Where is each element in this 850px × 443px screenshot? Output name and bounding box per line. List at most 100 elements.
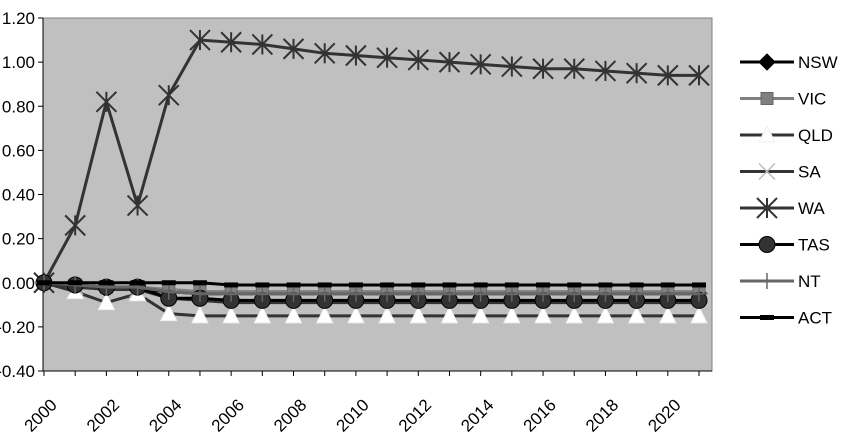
data-point-wa (95, 91, 118, 113)
data-point-act (567, 282, 582, 288)
x-tick-label: 2018 (582, 395, 622, 435)
data-point-nt (691, 285, 707, 302)
legend-label: TAS (798, 236, 830, 255)
x-tick-label: 2002 (83, 395, 123, 435)
legend-item-tas: TAS (740, 236, 830, 255)
data-point-qld (596, 305, 615, 324)
legend-marker-sa (758, 162, 776, 181)
y-tick-label: 1.00 (2, 53, 35, 72)
data-point-act (629, 282, 644, 288)
data-point-nt (566, 285, 583, 302)
legend-item-nt: NT (740, 272, 821, 291)
data-point-qld (471, 305, 490, 324)
x-axis: 2000 2002 2004 2006 2008 2010 2012 2014 2016 2018… (21, 370, 712, 436)
data-point-act (411, 282, 426, 288)
data-point-act (473, 282, 488, 288)
y-tick-label: 0.40 (2, 186, 35, 205)
legend-marker-wa (756, 197, 778, 219)
series-line-act (44, 281, 699, 287)
legend-item-qld: QLD (740, 124, 833, 145)
data-point-wa (126, 194, 149, 217)
data-point-act (380, 282, 395, 288)
data-point-nt (410, 285, 427, 302)
y-tick-label: 0.80 (2, 97, 35, 116)
data-point-wa (251, 33, 274, 56)
x-tick-label: 2008 (270, 395, 310, 435)
legend-item-vic: VIC (740, 90, 826, 109)
data-point-nt (597, 285, 614, 302)
data-point-act (99, 280, 114, 286)
data-point-qld (253, 305, 272, 324)
data-point-wa (532, 58, 554, 80)
data-point-act (442, 282, 457, 288)
legend-marker-vic (760, 92, 774, 105)
data-point-act (255, 282, 270, 288)
data-point-wa (376, 47, 398, 69)
data-point-wa (688, 64, 710, 87)
legend: NSW VIC QLD SA WA TAS NT ACT (740, 53, 838, 328)
data-point-wa (469, 53, 492, 76)
y-tick-label: 1.20 (2, 9, 35, 28)
data-point-act (192, 280, 207, 286)
data-point-wa (657, 64, 679, 87)
data-point-act (660, 282, 675, 288)
data-point-wa (563, 58, 585, 80)
data-point-act (348, 282, 363, 288)
legend-marker-tas (758, 236, 776, 253)
series-line-wa (42, 38, 699, 284)
legend-item-nsw: NSW (740, 53, 838, 72)
data-point-act (504, 282, 519, 288)
legend-marker-nsw (758, 53, 776, 71)
data-point-nt (535, 285, 552, 302)
data-point-qld (97, 292, 116, 311)
data-point-qld (690, 305, 708, 324)
legend-item-act: ACT (740, 309, 832, 328)
data-point-nt (628, 285, 645, 302)
data-point-wa (594, 60, 617, 82)
x-tick-label: 2016 (520, 395, 560, 435)
data-point-nt (659, 285, 676, 302)
series-nt (36, 274, 707, 302)
x-tick-label: 2004 (145, 395, 185, 435)
legend-label: NSW (798, 53, 838, 72)
data-point-nt (347, 285, 364, 302)
data-point-wa (501, 55, 523, 78)
x-tick-label: 2006 (208, 395, 248, 435)
legend-label: WA (798, 199, 825, 218)
data-point-nt (285, 285, 302, 302)
x-marker-stroke (758, 162, 776, 181)
y-tick-label: -0.40 (0, 362, 35, 381)
data-point-wa (189, 29, 211, 51)
y-tick-label: -0.20 (0, 318, 35, 337)
x-tick-label: 2020 (644, 395, 684, 435)
data-point-nt (503, 285, 520, 302)
data-point-nt (472, 285, 489, 302)
data-point-qld (627, 305, 646, 324)
x-tick-label: 2014 (457, 395, 497, 435)
legend-marker-nt (759, 273, 775, 289)
series-layer (33, 29, 710, 324)
data-point-qld (315, 305, 334, 324)
legend-label: ACT (798, 309, 832, 328)
legend-item-sa: SA (740, 163, 821, 182)
data-point-qld (347, 305, 365, 324)
y-tick-label: 0.00 (2, 274, 35, 293)
legend-marker-act (760, 315, 774, 320)
data-point-wa (625, 62, 648, 84)
data-point-qld (191, 305, 209, 324)
data-point-qld (565, 305, 584, 324)
y-tick-label: 0.60 (2, 141, 35, 160)
data-point-qld (534, 305, 552, 324)
x-tick-label: 2010 (333, 395, 373, 435)
data-point-nt (379, 285, 396, 302)
data-point-nt (316, 285, 333, 302)
data-point-qld (409, 305, 428, 324)
data-point-wa (407, 49, 429, 71)
data-point-nt (191, 285, 208, 302)
data-point-qld (222, 305, 240, 324)
data-point-nt (254, 285, 271, 302)
data-point-wa (314, 42, 336, 65)
data-point-act (536, 282, 551, 288)
x-tick-label: 2000 (21, 395, 61, 435)
